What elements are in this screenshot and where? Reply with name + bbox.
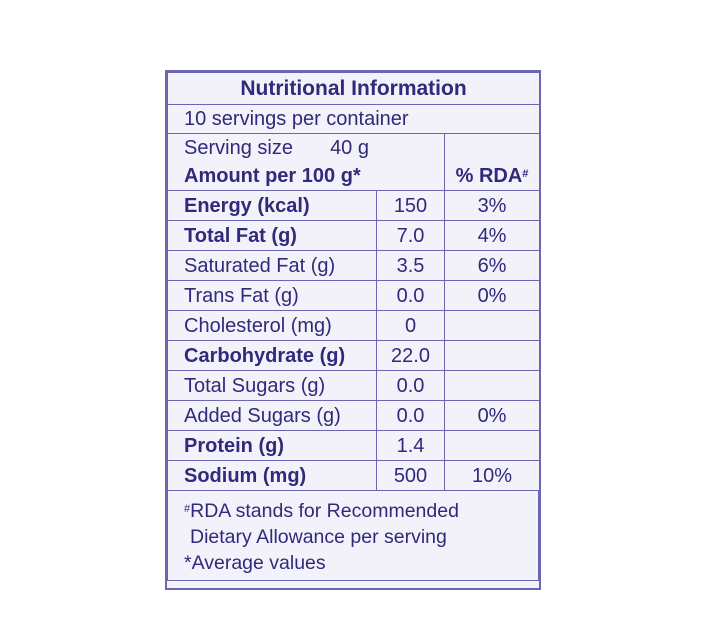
nutrient-rda: 0% <box>443 400 541 431</box>
nutrient-row: Sodium (mg) 500 10% <box>167 460 541 491</box>
nutrient-rda <box>443 370 541 401</box>
nutrient-rda: 3% <box>443 190 541 221</box>
nutrient-row: Trans Fat (g) 0.0 0% <box>167 280 541 311</box>
nutrient-rda: 4% <box>443 220 541 251</box>
nutrient-name: Sodium (mg) <box>167 460 377 491</box>
nutrient-name: Energy (kcal) <box>167 190 377 221</box>
footnote-line-1-text: RDA stands for Recommended <box>190 500 459 522</box>
nutrient-row: Saturated Fat (g) 3.5 6% <box>167 250 541 281</box>
nutrient-name: Saturated Fat (g) <box>167 250 377 281</box>
nutrient-name: Trans Fat (g) <box>167 280 377 311</box>
nutrient-rda: 0% <box>443 280 541 311</box>
nutrient-amount: 0 <box>376 310 445 341</box>
rda-header: % RDA# <box>443 162 541 191</box>
nutrient-amount: 3.5 <box>376 250 445 281</box>
nutrient-amount: 7.0 <box>376 220 445 251</box>
nutrient-rda <box>443 430 541 461</box>
footnote-line-2: Dietary Allowance per serving <box>190 526 447 548</box>
servings-per-container: 10 servings per container <box>166 104 541 134</box>
nutrient-row: Protein (g) 1.4 <box>167 430 541 461</box>
nutrient-name: Cholesterol (mg) <box>167 310 377 341</box>
amount-per-100g-header: Amount per 100 g* <box>167 162 445 191</box>
nutrient-name: Carbohydrate (g) <box>167 340 377 371</box>
nutrient-name: Added Sugars (g) <box>167 400 377 431</box>
nutrient-amount: 0.0 <box>376 280 445 311</box>
footnote-mark: # <box>184 503 191 515</box>
serving-size-label: Serving size <box>184 137 293 159</box>
nutrient-rda <box>443 340 541 371</box>
nutrient-amount: 0.0 <box>376 370 445 401</box>
nutrient-row: Cholesterol (mg) 0 <box>167 310 541 341</box>
nutrient-amount: 1.4 <box>376 430 445 461</box>
nutrient-row: Carbohydrate (g) 22.0 <box>167 340 541 371</box>
nutrition-facts-panel: Nutritional Information 10 servings per … <box>165 70 541 590</box>
footnote-line-1: #RDA stands for Recommended <box>184 498 538 524</box>
footnote-table: #RDA stands for Recommended Dietary Allo… <box>167 491 539 581</box>
serving-size: Serving size 40 g <box>167 133 445 162</box>
footnote: #RDA stands for Recommended Dietary Allo… <box>167 491 539 581</box>
nutrient-row: Total Sugars (g) 0.0 <box>167 370 541 401</box>
nutrient-amount: 0.0 <box>376 400 445 431</box>
nutrient-rda: 6% <box>443 250 541 281</box>
nutrient-amount: 500 <box>376 460 445 491</box>
rda-header-mark: # <box>522 168 529 180</box>
nutrient-row: Total Fat (g) 7.0 4% <box>167 220 541 251</box>
table-title: Nutritional Information <box>166 72 541 105</box>
nutrient-rda <box>443 310 541 341</box>
nutrient-name: Total Sugars (g) <box>167 370 377 401</box>
footnote-line-3: *Average values <box>184 552 326 574</box>
rda-header-label: % RDA <box>455 165 523 187</box>
nutrient-row: Energy (kcal) 150 3% <box>167 190 541 221</box>
serving-size-value: 40 g <box>330 137 369 159</box>
nutrient-rda: 10% <box>443 460 541 491</box>
rda-header-spacer <box>443 133 541 162</box>
nutrient-amount: 150 <box>376 190 445 221</box>
nutrient-amount: 22.0 <box>376 340 445 371</box>
nutrition-table: Nutritional Information 10 servings per … <box>166 72 541 491</box>
nutrient-name: Protein (g) <box>167 430 377 461</box>
nutrient-name: Total Fat (g) <box>167 220 377 251</box>
nutrient-row: Added Sugars (g) 0.0 0% <box>167 400 541 431</box>
